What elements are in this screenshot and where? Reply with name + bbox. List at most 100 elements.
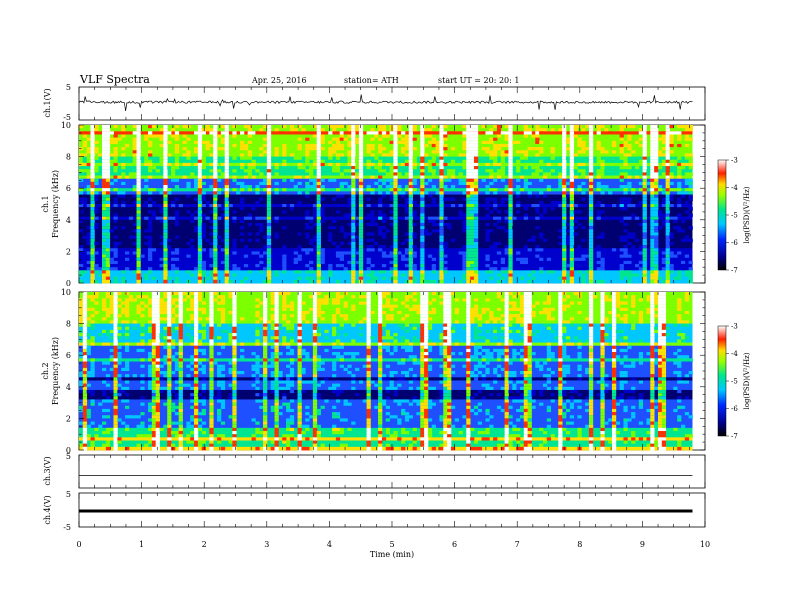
spectrogram-cell <box>673 226 678 230</box>
spectrogram-cell <box>443 147 448 151</box>
spectrogram-cell <box>462 257 467 262</box>
spectrogram-cell <box>370 172 375 176</box>
spectrogram-cell <box>585 131 590 135</box>
spectrogram-cell <box>105 150 111 154</box>
spectrogram-cell <box>316 125 321 129</box>
spectrogram-cell <box>205 143 210 148</box>
spectrogram-cell <box>447 159 452 164</box>
spectrogram-cell <box>623 162 628 167</box>
spectrogram-cell <box>573 336 578 340</box>
spectrogram-cell <box>412 207 417 211</box>
spectrogram-cell <box>370 310 375 315</box>
spectrogram-cell <box>588 251 594 255</box>
spectrogram-cell <box>493 188 498 192</box>
spectrogram-cell <box>562 320 567 324</box>
spectrogram-cell <box>623 270 628 274</box>
spectrogram-cell <box>588 200 594 205</box>
spectrogram-cell <box>197 213 203 218</box>
spectrogram-cell <box>573 232 578 236</box>
spectrogram-cell <box>220 238 226 243</box>
spectrogram-cell <box>424 229 429 233</box>
spectrogram-cell <box>274 317 279 321</box>
spectrogram-cell <box>159 304 164 309</box>
spectrogram-cell <box>86 238 91 243</box>
spectrogram-cell <box>466 267 471 271</box>
spectrogram-cell <box>546 352 552 356</box>
spectrogram-cell <box>136 175 141 180</box>
spectrogram-cell <box>82 295 88 299</box>
spectrogram-cell <box>358 175 364 180</box>
spectrogram-cell <box>642 134 647 139</box>
spectrogram-cell <box>397 128 402 132</box>
spectrogram-cell <box>159 207 164 211</box>
spectrogram-cell <box>362 301 367 306</box>
spectrogram-cell <box>412 159 417 164</box>
spectrogram-cell <box>309 185 314 189</box>
spectrogram-cell <box>347 251 352 255</box>
spectrogram-band <box>79 273 693 278</box>
spectrogram-cell <box>431 131 436 135</box>
spectrogram-cell <box>408 140 413 145</box>
spectrogram-cell <box>393 235 398 240</box>
spectrogram-cell <box>102 279 107 284</box>
spectrogram-cell <box>500 159 506 164</box>
spectrogram-cell <box>102 216 107 221</box>
spectrogram-cell <box>519 276 525 281</box>
spectrogram-cell <box>420 191 425 195</box>
spectrogram-cell <box>236 166 241 170</box>
spectrogram-cell <box>358 131 364 135</box>
spectrogram-cell <box>650 307 655 312</box>
spectrogram-cell <box>136 254 141 259</box>
spectrogram-cell <box>504 219 509 224</box>
spectrogram-cell <box>684 200 690 205</box>
spectrogram-cell <box>523 345 529 350</box>
spectrogram-cell <box>109 304 114 309</box>
spectrogram-cell <box>500 200 506 205</box>
spectrogram-cell <box>347 153 352 157</box>
spectrogram-cell <box>266 207 272 211</box>
spectrogram-cell <box>155 352 160 356</box>
spectrogram-cell <box>320 210 325 214</box>
spectrogram-cell <box>408 166 413 170</box>
spectrogram-cell <box>347 222 352 227</box>
spectrogram-cell <box>186 137 191 142</box>
spectrogram-cell <box>366 345 371 350</box>
spectrogram-cell <box>493 172 498 176</box>
spectrogram-cell <box>408 295 413 299</box>
spectrogram-cell <box>324 295 329 299</box>
spectrogram-cell <box>389 276 394 281</box>
spectrogram-cell <box>397 185 402 189</box>
spectrogram-cell <box>569 137 575 142</box>
spectrogram-cell <box>140 307 145 312</box>
spectrogram-cell <box>378 358 383 362</box>
spectrogram-cell <box>370 222 375 227</box>
spectrogram-cell <box>117 345 122 350</box>
spectrogram-cell <box>197 358 203 362</box>
spectrogram-cell <box>673 276 678 281</box>
spectrogram-cell <box>182 292 187 296</box>
spectrogram-cell <box>654 248 659 252</box>
spectrogram-cell <box>600 257 605 262</box>
spectrogram-cell <box>408 342 413 347</box>
spectrogram-cell <box>332 301 337 306</box>
spectrogram-cell <box>466 185 471 189</box>
spectrogram-cell <box>462 276 467 281</box>
spectrogram-cell <box>125 143 130 148</box>
spectrogram-cell <box>473 241 479 246</box>
spectrogram-cell <box>213 181 218 186</box>
spectrogram-cell <box>197 295 203 299</box>
spectrogram-band <box>79 200 693 205</box>
spectrogram-cell <box>439 181 444 186</box>
spectrogram-cell <box>351 137 356 142</box>
spectrogram-cell <box>485 232 490 236</box>
spectrogram-cell <box>562 222 567 227</box>
spectrogram-band <box>79 361 693 366</box>
spectrogram-cell <box>650 197 655 202</box>
spectrogram-cell <box>163 213 168 218</box>
spectrogram-cell <box>496 241 502 246</box>
spectrogram-cell <box>473 216 479 221</box>
spectrogram-cell <box>316 181 321 186</box>
spectrogram-cell <box>611 355 617 359</box>
spectrogram-cell <box>385 329 390 334</box>
spectrogram-cell <box>569 207 575 211</box>
